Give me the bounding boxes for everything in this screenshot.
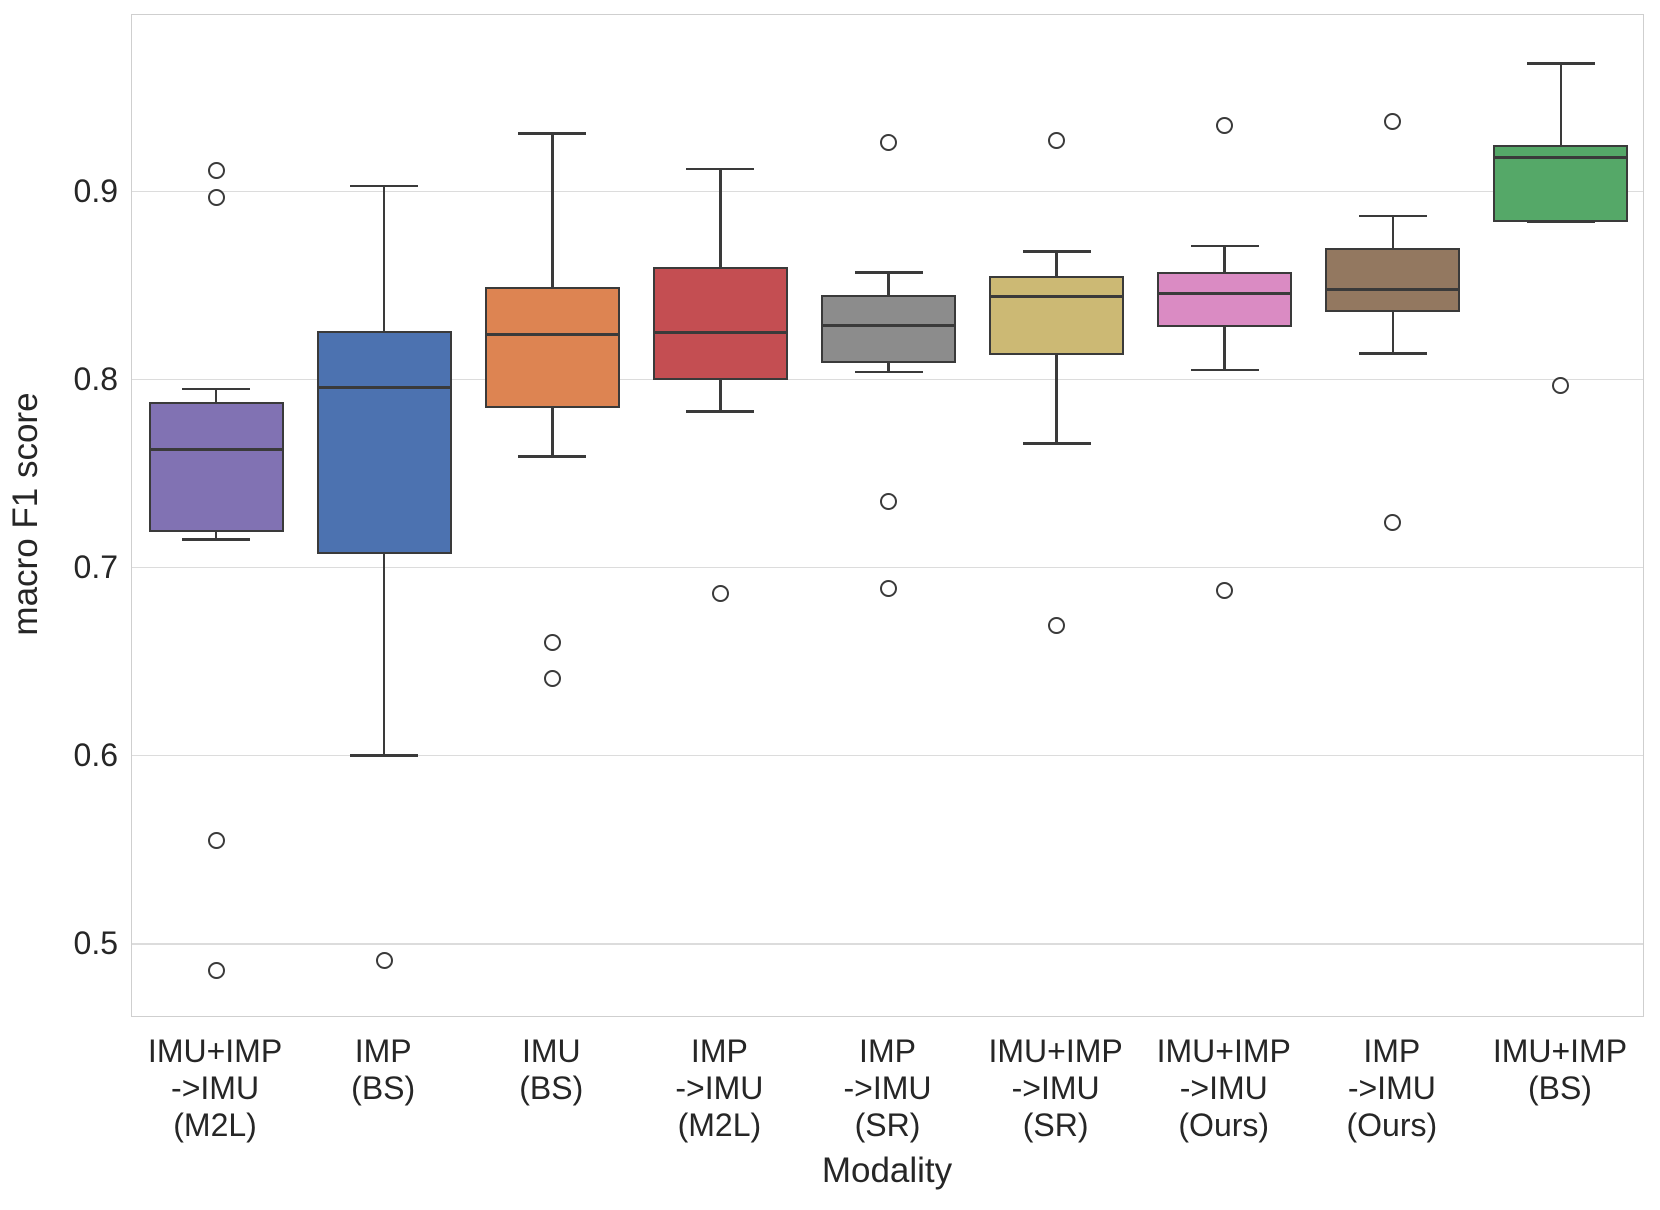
upper-whisker-cap [350, 184, 419, 188]
gridline-0.6 [132, 754, 1643, 757]
lower-whisker-cap [350, 754, 419, 757]
lower-whisker [1391, 311, 1395, 354]
lower-whisker [719, 379, 722, 412]
outlier-point [207, 961, 225, 979]
x-tick-label-9: IMU+IMP (BS) [1492, 1033, 1628, 1106]
median-line [652, 331, 788, 335]
gridline-0.5 [132, 942, 1643, 945]
upper-whisker-cap [182, 387, 251, 391]
lower-whisker [1223, 326, 1227, 371]
lower-whisker [214, 531, 218, 540]
x-tick-label-3: IMU (BS) [519, 1033, 584, 1106]
outlier-point [207, 831, 225, 849]
upper-whisker [382, 185, 386, 331]
box-imp-imu-ours- [1325, 247, 1461, 312]
outlier-point [207, 162, 225, 180]
upper-whisker-cap [518, 131, 587, 135]
upper-whisker-cap [1022, 250, 1091, 254]
upper-whisker [550, 133, 554, 288]
outlier-point [711, 585, 729, 603]
upper-whisker [1391, 216, 1395, 248]
lower-whisker-cap [854, 370, 923, 374]
upper-whisker [1055, 251, 1058, 277]
outlier-point [1048, 132, 1066, 150]
outlier-point [1384, 514, 1402, 532]
lower-whisker-cap [182, 538, 251, 541]
gridline-0.8 [132, 378, 1643, 381]
upper-whisker [719, 169, 722, 267]
outlier-point [880, 493, 897, 511]
outlier-point [880, 134, 897, 152]
x-tick-label-6: IMU+IMP ->IMU (SR) [988, 1033, 1123, 1143]
x-tick-label-7: IMU+IMP ->IMU (Ours) [1156, 1033, 1291, 1143]
outlier-point [880, 579, 897, 597]
x-tick-label-1: IMU+IMP ->IMU (M2L) [147, 1033, 283, 1143]
x-tick-label-5: IMP ->IMU (SR) [843, 1033, 932, 1143]
upper-whisker [1559, 63, 1563, 145]
outlier-point [207, 188, 225, 206]
lower-whisker [550, 407, 554, 457]
upper-whisker-cap [686, 167, 755, 171]
upper-whisker [214, 389, 218, 403]
outlier-point [543, 670, 561, 688]
box-imu-imp-imu-m2l- [148, 402, 284, 532]
lower-whisker-cap [1022, 442, 1091, 445]
lower-whisker-cap [518, 455, 587, 458]
gridline-0.9 [132, 190, 1643, 193]
x-tick-label-8: IMP ->IMU (Ours) [1346, 1033, 1438, 1143]
lower-whisker [887, 362, 890, 373]
upper-whisker [1223, 246, 1227, 273]
box-imu-imp-imu-ours- [1157, 272, 1293, 327]
box-imu-bs- [484, 287, 620, 408]
lower-whisker-cap [1526, 220, 1595, 223]
median-line [316, 385, 452, 389]
upper-whisker [887, 272, 890, 295]
upper-whisker-cap [854, 271, 923, 274]
median-line [1493, 156, 1629, 160]
outlier-point [1048, 617, 1066, 635]
box-imp-imu-sr- [821, 294, 956, 363]
gridline-0.7 [132, 566, 1643, 569]
median-line [821, 323, 956, 327]
upper-whisker-cap [1526, 62, 1595, 65]
outlier-point [1216, 117, 1234, 135]
x-axis-title: Modality [821, 1151, 953, 1190]
y-tick-label-0.8: 0.8 [73, 360, 118, 397]
outlier-point [375, 952, 393, 970]
upper-whisker-cap [1358, 214, 1427, 218]
outlier-point [1552, 376, 1570, 394]
lower-whisker [382, 554, 386, 756]
x-tick-label-4: IMP ->IMU (M2L) [675, 1033, 764, 1143]
lower-whisker-cap [1358, 351, 1427, 355]
upper-whisker-cap [1190, 244, 1259, 248]
outlier-point [1384, 113, 1402, 131]
x-tick-label-2: IMP (BS) [351, 1033, 416, 1106]
median-line [1325, 287, 1461, 291]
y-tick-label-0.6: 0.6 [73, 736, 118, 773]
median-line [484, 332, 620, 336]
outlier-point [1216, 581, 1234, 599]
lower-whisker [1055, 355, 1058, 444]
lower-whisker-cap [1190, 368, 1259, 372]
median-line [148, 447, 284, 451]
box-imp-imu-m2l- [652, 266, 788, 380]
box-imp-bs- [316, 330, 452, 555]
lower-whisker-cap [686, 410, 755, 413]
y-tick-label-0.7: 0.7 [73, 548, 118, 585]
median-line [989, 295, 1125, 299]
outlier-point [543, 634, 561, 652]
plot-area [131, 14, 1644, 1017]
y-tick-label-0.9: 0.9 [73, 172, 118, 209]
median-line [1157, 291, 1293, 295]
y-tick-label-0.5: 0.5 [73, 924, 118, 961]
box-imu-imp-imu-sr- [989, 276, 1125, 356]
